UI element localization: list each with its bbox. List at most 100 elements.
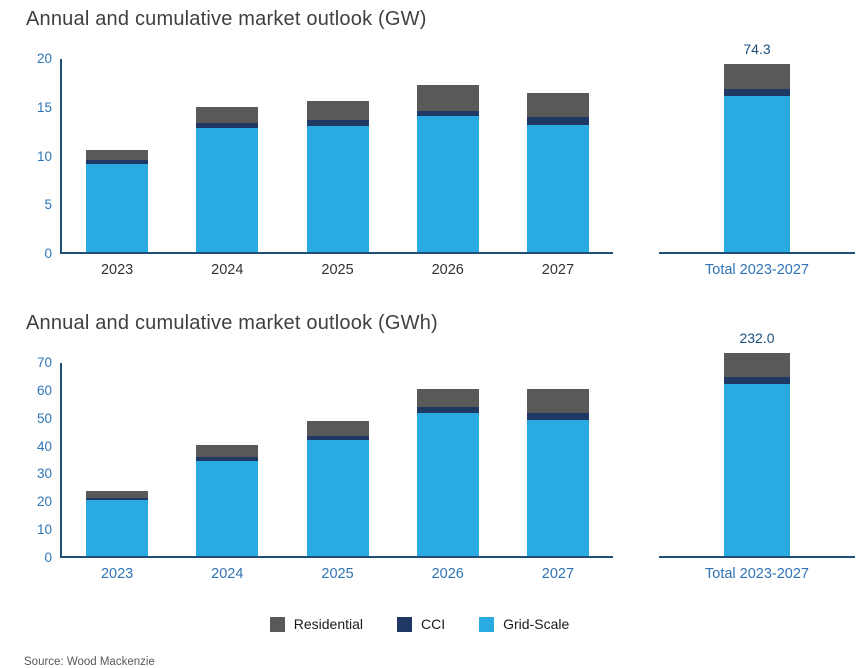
- y-axis-tick-label: 40: [36, 438, 52, 454]
- total-stacked-bar: [724, 352, 790, 556]
- x-axis-label: 2027: [541, 262, 575, 278]
- segment-grid-scale: [526, 125, 589, 252]
- chart-row-gwh: 0 10 20 30 40 50 60 70 2023 2024 2025 2026 2027 232…: [24, 330, 855, 582]
- x-axis-label: 2023: [100, 566, 134, 582]
- x-axis-label: 2025: [321, 262, 354, 278]
- stacked-bar-2025: [306, 420, 369, 556]
- legend-item-residential: Residential: [269, 616, 363, 632]
- total-x-label-gwh: Total 2023-2027: [705, 566, 809, 582]
- legend-label: Residential: [293, 616, 363, 632]
- segment-cci: [196, 123, 259, 129]
- total-segment-grid-scale: [724, 384, 790, 556]
- y-axis-tick-label: 0: [44, 246, 52, 261]
- legend-swatch-cci: [397, 616, 412, 632]
- segment-residential: [306, 420, 369, 437]
- main-plot-gw: 0 5 10 15 20 2023 2024 2025 2026 2027: [24, 51, 613, 278]
- stacked-bar-2025: [306, 100, 369, 252]
- y-axis-tick-label: 10: [36, 522, 52, 538]
- total-bar-area-gwh: 232.0: [659, 330, 855, 558]
- x-axis-label: 2023: [100, 262, 134, 278]
- stacked-bar-2027: [526, 388, 589, 556]
- total-panel-gw: 74.3 Total 2023-2027: [659, 41, 855, 278]
- legend-item-grid-scale: Grid-Scale: [479, 616, 569, 632]
- segment-residential: [86, 149, 149, 161]
- chart-title-gw: Annual and cumulative market outlook (GW…: [26, 8, 427, 30]
- segment-residential: [306, 100, 369, 121]
- chart-gwh: Annual and cumulative market outlook (GW…: [24, 312, 855, 582]
- bar-column-2023: 2023: [62, 59, 172, 278]
- stacked-bar-2023: [86, 149, 149, 252]
- segment-cci: [306, 436, 369, 441]
- segment-cci: [306, 120, 369, 127]
- y-axis-tick-label: 15: [36, 99, 52, 115]
- bar-column-2024: 2024: [172, 59, 282, 278]
- x-axis-label: 2024: [211, 566, 244, 582]
- segment-residential: [196, 106, 259, 124]
- segment-cci: [416, 110, 479, 116]
- total-x-label-gw: Total 2023-2027: [705, 262, 809, 278]
- total-value-label-gw: 74.3: [743, 40, 771, 57]
- y-axis-tick-label: 60: [36, 382, 52, 398]
- segment-cci: [416, 406, 479, 413]
- main-plot-gwh: 0 10 20 30 40 50 60 70 2023 2024 2025 2026 2027: [24, 355, 613, 582]
- stacked-bar-2026: [416, 388, 479, 556]
- segment-grid-scale: [416, 115, 479, 252]
- y-axis-tick-label: 30: [36, 466, 52, 482]
- x-axis-label: 2024: [211, 262, 244, 278]
- segment-grid-scale: [526, 419, 589, 556]
- total-segment-residential: [724, 63, 790, 89]
- legend-item-cci: CCI: [397, 616, 445, 632]
- segment-grid-scale: [306, 126, 369, 252]
- bar-column-2027: 2027: [503, 363, 613, 582]
- segment-grid-scale: [416, 412, 479, 556]
- y-axis-tick-label: 50: [36, 410, 52, 426]
- legend-label: CCI: [421, 616, 446, 632]
- segment-grid-scale: [306, 440, 369, 556]
- bar-column-2025: 2025: [282, 363, 392, 582]
- y-axis-gw: 0 5 10 15 20: [24, 51, 60, 261]
- total-segment-cci: [724, 88, 790, 96]
- segment-grid-scale: [86, 164, 149, 252]
- x-axis-label: 2027: [541, 566, 575, 582]
- segment-cci: [526, 412, 589, 420]
- y-axis-gwh: 0 10 20 30 40 50 60 70: [24, 355, 60, 565]
- x-axis-label: 2026: [431, 262, 464, 278]
- source-note: Source: Wood Mackenzie: [24, 656, 155, 668]
- total-value-label-gwh: 232.0: [739, 329, 775, 346]
- chart-gw: Annual and cumulative market outlook (GW…: [24, 8, 855, 278]
- segment-cci: [86, 497, 149, 501]
- legend-label: Grid-Scale: [503, 616, 570, 632]
- segment-cci: [526, 117, 589, 126]
- stacked-bar-2024: [196, 106, 259, 252]
- bar-column-2025: 2025: [282, 59, 392, 278]
- segment-cci: [196, 457, 259, 462]
- plot-area-gw: 2023 2024 2025 2026 2027: [60, 59, 613, 278]
- bar-column-2027: 2027: [503, 59, 613, 278]
- bar-column-2026: 2026: [393, 59, 503, 278]
- legend-swatch-residential: [269, 616, 285, 632]
- segment-residential: [416, 388, 479, 407]
- y-axis-tick-label: 70: [36, 355, 52, 370]
- segment-residential: [416, 85, 479, 111]
- total-segment-grid-scale: [724, 96, 790, 252]
- stacked-bar-2027: [526, 93, 589, 252]
- segment-residential: [526, 388, 589, 413]
- x-axis-label: 2025: [321, 566, 354, 582]
- legend-swatch-grid-scale: [479, 616, 495, 632]
- stacked-bar-2023: [86, 490, 149, 556]
- chart-title-gwh: Annual and cumulative market outlook (GW…: [26, 312, 438, 334]
- total-segment-residential: [724, 352, 790, 377]
- segment-residential: [86, 490, 149, 498]
- total-bar-area-gw: 74.3: [659, 41, 855, 254]
- segment-grid-scale: [86, 500, 149, 556]
- y-axis-tick-label: 0: [44, 550, 52, 565]
- segment-cci: [86, 160, 149, 165]
- y-axis-tick-label: 10: [36, 148, 52, 164]
- total-panel-gwh: 232.0 Total 2023-2027: [659, 330, 855, 582]
- total-stacked-bar: [724, 63, 790, 252]
- chart-row-gw: 0 5 10 15 20 2023 2024 2025 2026 2027 74.3 Total…: [24, 41, 855, 278]
- bar-column-2026: 2026: [393, 363, 503, 582]
- y-axis-tick-label: 20: [36, 494, 52, 510]
- total-segment-cci: [724, 376, 790, 385]
- plot-area-gwh: 2023 2024 2025 2026 2027: [60, 363, 613, 582]
